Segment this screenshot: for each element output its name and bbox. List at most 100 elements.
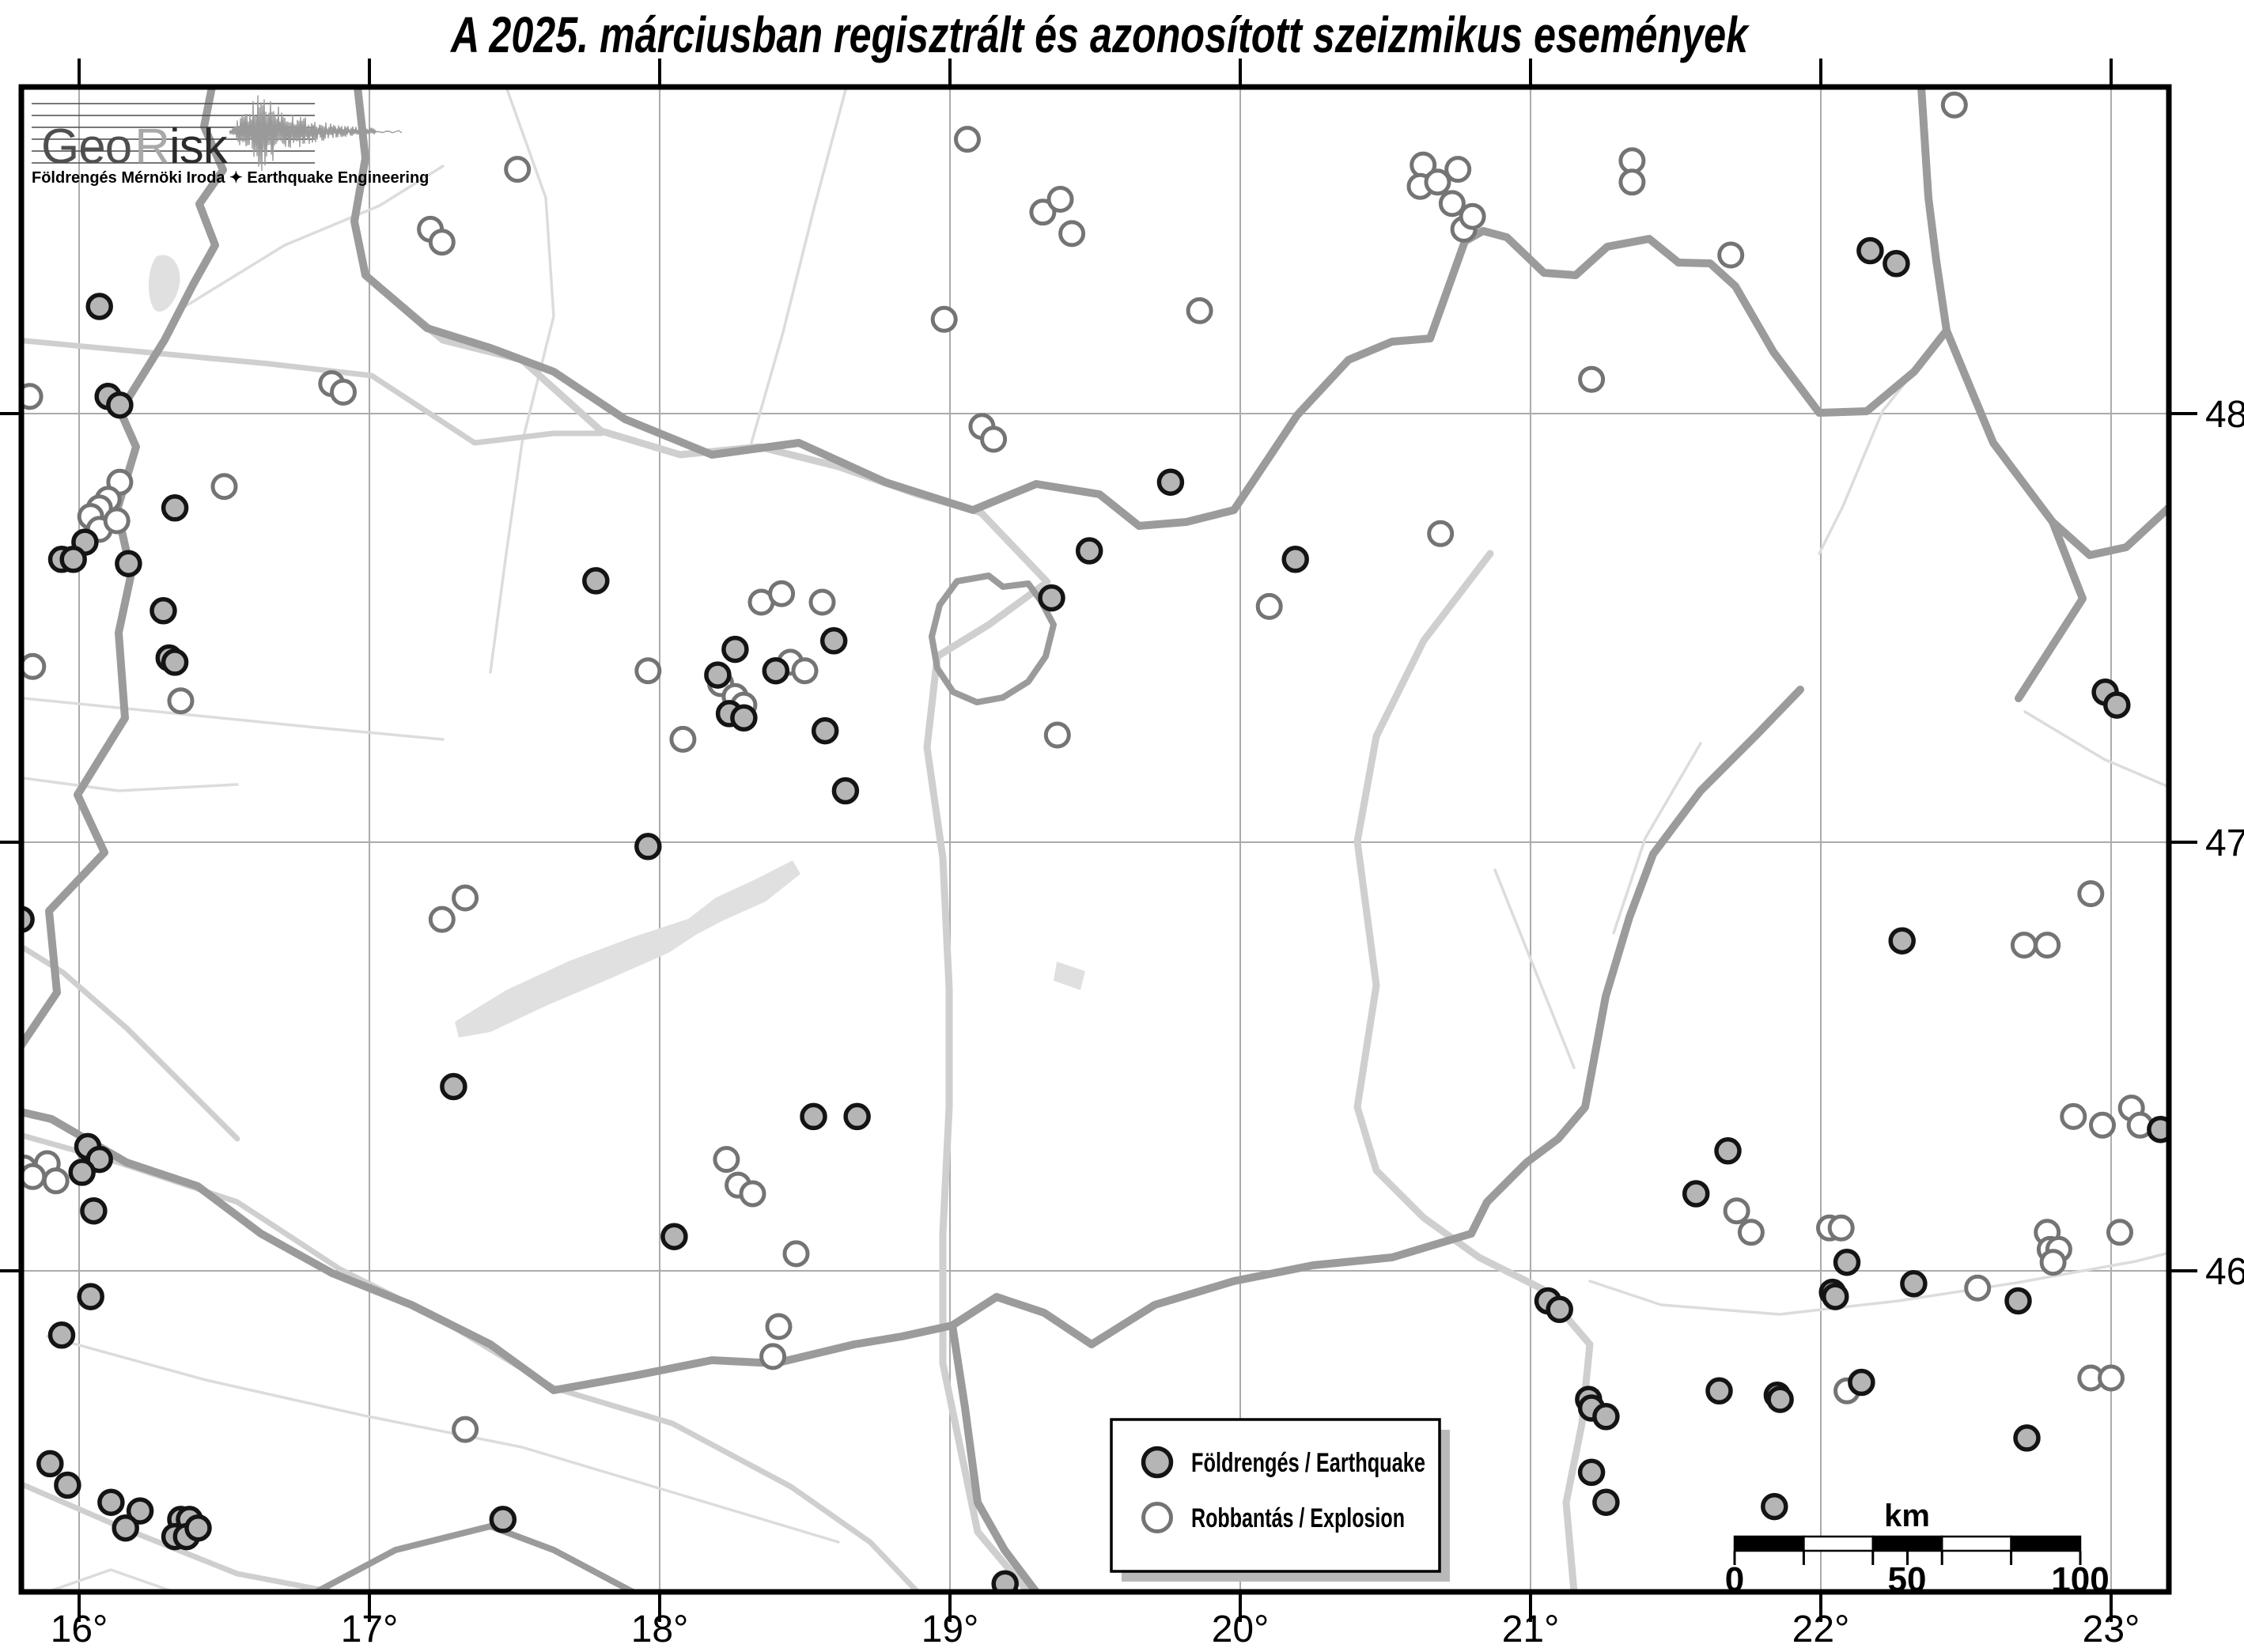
lon-label: 19° [921, 1609, 979, 1650]
event-explosion [669, 725, 697, 753]
event-earthquake [762, 656, 790, 685]
event-explosion [103, 507, 131, 535]
event-explosion [1723, 1197, 1750, 1225]
event-explosion [1459, 202, 1486, 230]
event-explosion [2077, 880, 2105, 908]
event-earthquake [77, 1283, 104, 1310]
event-earthquake [1833, 1248, 1861, 1276]
scale-bar-unit: km [1884, 1499, 1930, 1533]
event-explosion [1029, 198, 1057, 226]
legend-box [1110, 1418, 1441, 1573]
event-explosion [1058, 220, 1086, 248]
event-explosion [1046, 186, 1074, 213]
event-earthquake [1038, 584, 1065, 612]
event-explosion [504, 156, 532, 183]
event-earthquake [47, 1321, 76, 1349]
event-earthquake [126, 1497, 154, 1525]
border-east-romania [1467, 686, 1804, 1238]
event-earthquake [21, 905, 35, 933]
event-earthquake [1900, 1270, 1928, 1298]
event-explosion [1438, 190, 1466, 217]
event-explosion [808, 588, 836, 616]
event-earthquake [161, 494, 189, 522]
scale-label-50: 50 [1888, 1560, 1927, 1599]
event-explosion [210, 473, 238, 501]
event-markers [21, 91, 2169, 1592]
event-explosion [330, 378, 357, 406]
lake-ferto [149, 255, 180, 312]
georisk-logo: GeoRisk Földrengés Mérnöki Iroda ✦ Earth… [32, 95, 429, 187]
event-explosion [1618, 168, 1646, 196]
event-explosion [713, 1146, 740, 1174]
event-earthquake [1761, 1492, 1788, 1521]
event-earthquake [115, 550, 142, 577]
event-earthquake [1592, 1488, 1620, 1516]
event-explosion [739, 1180, 766, 1208]
budapest-boundary [929, 573, 1057, 705]
legend: Földrengés / Earthquake Robbantás / Expl… [1110, 1418, 1450, 1582]
event-earthquake [1577, 1458, 1606, 1487]
event-explosion [930, 305, 958, 333]
graticule [21, 87, 2169, 1592]
river-mura [21, 943, 240, 1142]
event-earthquake [811, 716, 839, 745]
minor-lines [21, 87, 2169, 1592]
event-earthquake [1592, 1403, 1620, 1431]
lon-label: 17° [341, 1609, 399, 1650]
lon-label: 18° [631, 1609, 689, 1650]
border-serbia [948, 1321, 1040, 1592]
event-earthquake [1822, 1283, 1849, 1310]
event-earthquake [85, 1145, 113, 1174]
event-earthquake [80, 1196, 108, 1225]
scale-segment [1940, 1535, 2012, 1552]
event-earthquake [54, 1471, 81, 1499]
event-earthquake [1281, 546, 1309, 573]
page-title: A 2025. márciusban regisztrált és azonos… [449, 6, 1750, 63]
event-earthquake [489, 1506, 517, 1533]
logo-wordmark: GeoRisk [41, 119, 229, 174]
logo-staff-lines [32, 103, 315, 164]
event-explosion [1424, 168, 1451, 196]
event-earthquake [149, 597, 177, 625]
event-earthquake [660, 1223, 688, 1250]
event-earthquake [843, 1102, 871, 1131]
event-explosion [634, 657, 662, 685]
map-frame [18, 84, 2172, 1595]
event-earthquake [800, 1102, 827, 1131]
event-explosion [2098, 1364, 2125, 1392]
lake-velence [1054, 962, 1085, 990]
event-explosion [2106, 1219, 2133, 1246]
event-earthquake [1766, 1385, 1794, 1413]
event-explosion [1578, 365, 1606, 393]
event-explosion [1427, 520, 1455, 547]
event-explosion [1827, 1214, 1855, 1242]
event-earthquake [991, 1570, 1019, 1592]
axis-labels: 16° 17° 18° 19° 20° 21° 22° 23° 48° 47° 46° [51, 394, 2244, 1650]
event-earthquake [831, 777, 860, 805]
lon-label: 22° [1792, 1609, 1850, 1650]
event-explosion [782, 1240, 810, 1268]
event-explosion [428, 229, 456, 256]
event-explosion [21, 1162, 47, 1190]
event-explosion [954, 126, 981, 153]
event-explosion [2034, 932, 2061, 959]
event-earthquake [1856, 236, 1884, 265]
event-earthquake [1888, 927, 1916, 955]
map-background [21, 87, 2169, 1592]
event-earthquake [440, 1072, 467, 1101]
event-earthquake [184, 1514, 212, 1542]
logo-subtitle: Földrengés Mérnöki Iroda ✦ Earthquake En… [32, 169, 429, 187]
event-explosion [1717, 241, 1745, 269]
event-explosion [1186, 297, 1213, 324]
event-explosion [2010, 932, 2038, 959]
event-explosion [1444, 156, 1472, 183]
event-explosion [21, 652, 47, 680]
event-earthquake [1682, 1180, 1710, 1208]
event-earthquake [106, 391, 134, 419]
scale-bar: km 0 50 100 [1725, 1499, 2110, 1599]
scale-segment [1733, 1535, 1805, 1552]
lon-label: 20° [1212, 1609, 1270, 1650]
event-earthquake [730, 704, 758, 732]
event-earthquake [2103, 691, 2131, 719]
